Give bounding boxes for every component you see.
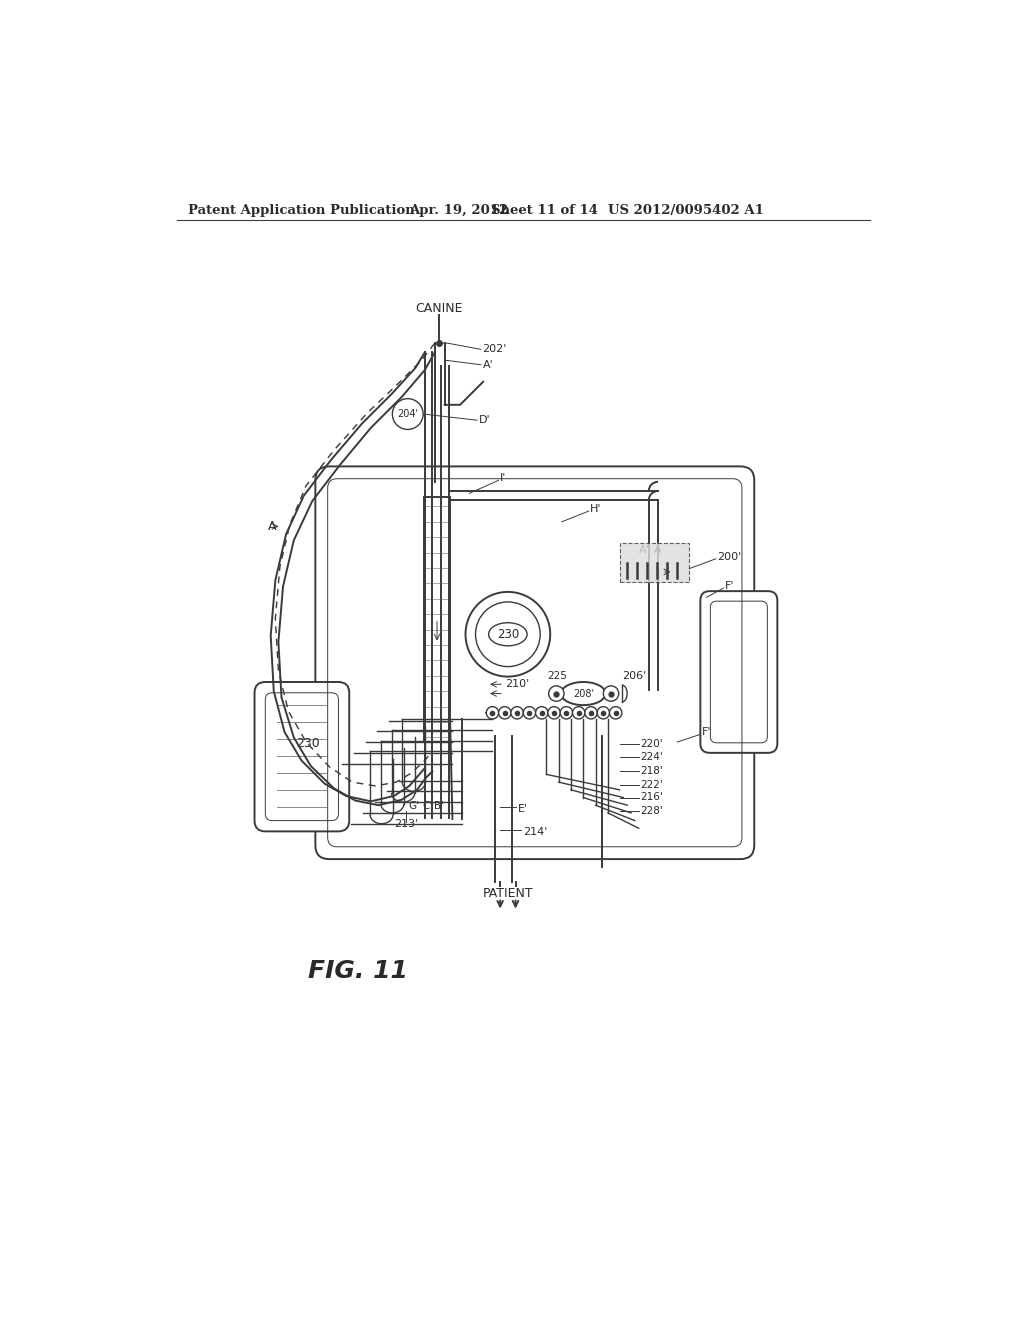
Text: I': I' xyxy=(500,473,507,483)
Text: H': H' xyxy=(590,504,602,513)
Text: A': A' xyxy=(482,360,494,370)
Circle shape xyxy=(609,706,622,719)
FancyBboxPatch shape xyxy=(255,682,349,832)
Text: A: A xyxy=(654,545,662,556)
Text: 224': 224' xyxy=(640,752,664,763)
Text: US 2012/0095402 A1: US 2012/0095402 A1 xyxy=(608,205,764,218)
Circle shape xyxy=(511,706,523,719)
Text: 208': 208' xyxy=(572,689,594,698)
Circle shape xyxy=(486,706,499,719)
Circle shape xyxy=(466,591,550,677)
Text: F': F' xyxy=(725,581,734,591)
Text: 222': 222' xyxy=(640,780,664,791)
Text: 202': 202' xyxy=(482,345,507,354)
Text: 225: 225 xyxy=(547,671,567,681)
Circle shape xyxy=(392,399,423,429)
Circle shape xyxy=(548,706,560,719)
Circle shape xyxy=(572,706,585,719)
Text: A': A' xyxy=(639,545,649,556)
Text: F': F' xyxy=(701,727,712,737)
Text: C': C' xyxy=(422,801,432,810)
Text: G': G' xyxy=(409,801,420,810)
Text: 214': 214' xyxy=(523,828,548,837)
FancyBboxPatch shape xyxy=(700,591,777,752)
FancyBboxPatch shape xyxy=(620,544,689,582)
Text: FIG. 11: FIG. 11 xyxy=(307,960,408,983)
Text: Sheet 11 of 14: Sheet 11 of 14 xyxy=(490,205,598,218)
Circle shape xyxy=(523,706,536,719)
Circle shape xyxy=(536,706,548,719)
Text: B': B' xyxy=(433,801,443,810)
Text: A: A xyxy=(267,520,276,533)
Circle shape xyxy=(603,686,618,701)
Circle shape xyxy=(597,706,609,719)
Text: PATIENT: PATIENT xyxy=(482,887,534,900)
Text: 220': 220' xyxy=(640,739,663,748)
Text: CANINE: CANINE xyxy=(415,302,462,315)
Text: D': D' xyxy=(478,416,490,425)
Text: 206': 206' xyxy=(622,671,646,681)
Text: 216': 216' xyxy=(640,792,664,803)
Text: 218': 218' xyxy=(640,767,664,776)
Ellipse shape xyxy=(561,682,605,705)
Text: E': E' xyxy=(518,804,528,814)
Text: 213': 213' xyxy=(394,818,419,829)
Text: 200': 200' xyxy=(717,552,741,562)
Text: 228': 228' xyxy=(640,807,664,816)
Circle shape xyxy=(499,706,511,719)
Circle shape xyxy=(560,706,572,719)
FancyBboxPatch shape xyxy=(315,466,755,859)
Text: 230: 230 xyxy=(497,628,519,640)
Circle shape xyxy=(585,706,597,719)
Text: 210': 210' xyxy=(506,680,529,689)
Circle shape xyxy=(549,686,564,701)
Text: 230: 230 xyxy=(296,737,319,750)
Text: Patent Application Publication: Patent Application Publication xyxy=(188,205,415,218)
Text: Apr. 19, 2012: Apr. 19, 2012 xyxy=(410,205,509,218)
Text: 204': 204' xyxy=(397,409,418,418)
